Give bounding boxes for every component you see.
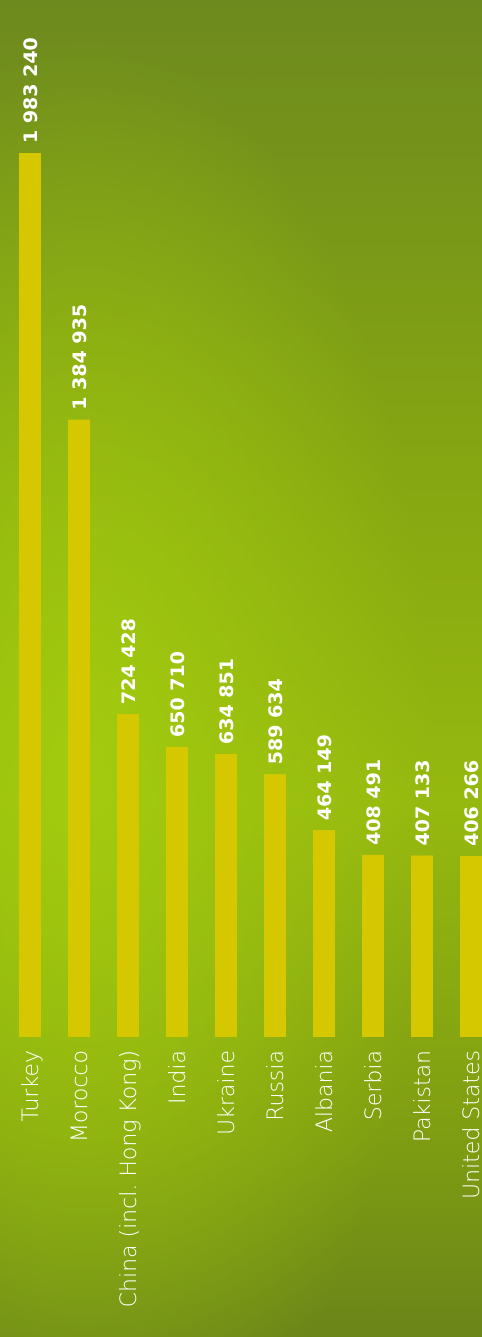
bar-serbia <box>362 854 384 1037</box>
category-label-albania: Albania <box>313 1050 338 1132</box>
bar-ukraine <box>215 754 237 1037</box>
value-label-ukraine: 634 851 <box>216 658 238 744</box>
category-label-united-states: United States <box>460 1050 482 1199</box>
category-label-ukraine: Ukraine <box>215 1050 240 1135</box>
value-label-pakistan: 407 133 <box>412 760 434 846</box>
bar-china-incl-hong-kong <box>117 714 139 1037</box>
bar-united-states <box>460 855 482 1037</box>
category-label-serbia: Serbia <box>362 1050 387 1120</box>
category-labels-group: Turkey Morocco China (incl. Hong Kong) Indi… <box>19 1050 482 1307</box>
category-label-morocco: Morocco <box>68 1050 93 1142</box>
bars-group <box>19 153 482 1037</box>
value-label-china-incl-hong-kong: 724 428 <box>118 618 140 704</box>
category-label-china-incl-hong-kong: China (incl. Hong Kong) <box>117 1050 142 1307</box>
value-label-albania: 464 149 <box>314 734 336 820</box>
value-label-morocco: 1 384 935 <box>69 304 91 410</box>
value-label-serbia: 408 491 <box>363 759 385 845</box>
bar-turkey <box>19 153 41 1037</box>
bar-albania <box>313 830 335 1037</box>
category-label-turkey: Turkey <box>19 1050 44 1122</box>
category-label-pakistan: Pakistan <box>411 1050 436 1142</box>
category-label-india: India <box>166 1050 191 1104</box>
category-label-russia: Russia <box>264 1050 289 1121</box>
value-label-india: 650 710 <box>167 651 189 737</box>
value-label-turkey: 1 983 240 <box>20 37 42 143</box>
bar-india <box>166 747 188 1037</box>
value-labels-group: 1 983 240 1 384 935 724 428 650 710 634 851 5… <box>20 37 482 846</box>
bar-pakistan <box>411 855 433 1037</box>
value-label-united-states: 406 266 <box>461 760 482 846</box>
bar-morocco <box>68 419 90 1037</box>
value-label-russia: 589 634 <box>265 678 287 764</box>
bar-russia <box>264 774 286 1037</box>
